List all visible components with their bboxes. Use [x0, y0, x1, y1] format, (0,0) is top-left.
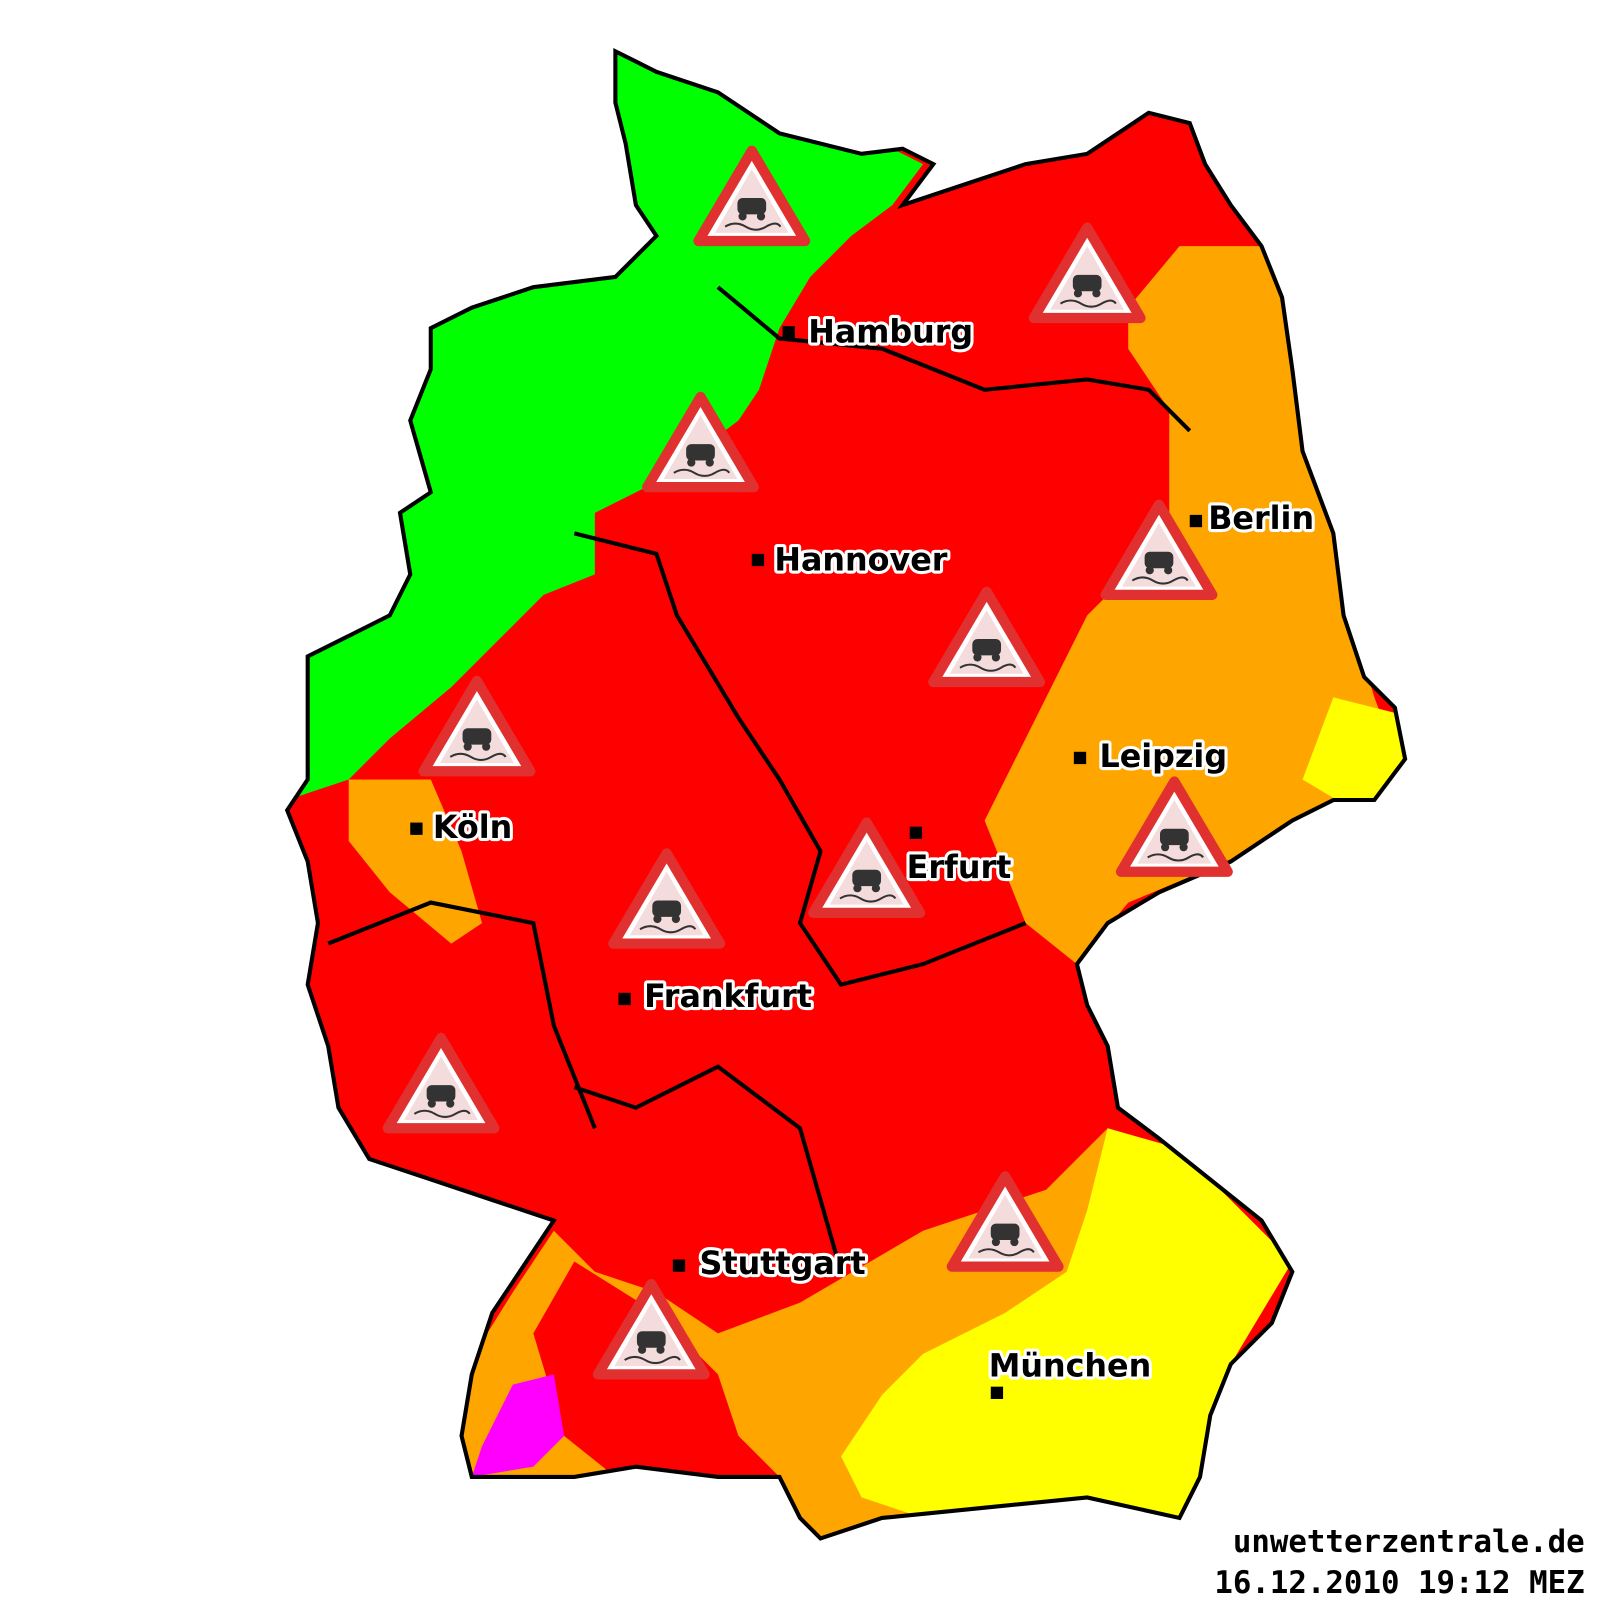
cities: Hamburg Berlin Hannover Leipzig Köln Erf… — [410, 310, 1317, 1399]
region-magenta — [471, 1374, 565, 1477]
city-label: München — [989, 1347, 1152, 1384]
city-marker — [618, 992, 631, 1006]
city-label: Köln — [433, 809, 512, 846]
region-yellow-south — [841, 1128, 1293, 1529]
city-marker — [909, 826, 923, 839]
city-marker — [782, 326, 795, 339]
footer-timestamp: 16.12.2010 19:12 MEZ — [1214, 1565, 1584, 1600]
city-label: Hamburg — [808, 314, 973, 351]
city-marker — [1189, 514, 1203, 528]
city-marker — [1073, 751, 1087, 765]
city-marker — [672, 1259, 686, 1272]
city-label: Berlin — [1208, 500, 1314, 537]
city-label: Erfurt — [907, 849, 1012, 886]
footer-site: unwetterzentrale.de — [1233, 1524, 1585, 1560]
region-orange-west — [348, 779, 483, 944]
borders — [284, 47, 1408, 1541]
city-marker — [990, 1386, 1004, 1399]
city-label: Stuttgart — [699, 1245, 865, 1282]
city-label: Leipzig — [1099, 738, 1227, 775]
city-label: Frankfurt — [644, 978, 812, 1015]
city-marker — [751, 553, 765, 567]
city-marker — [410, 822, 423, 835]
city-label: Hannover — [774, 541, 947, 578]
